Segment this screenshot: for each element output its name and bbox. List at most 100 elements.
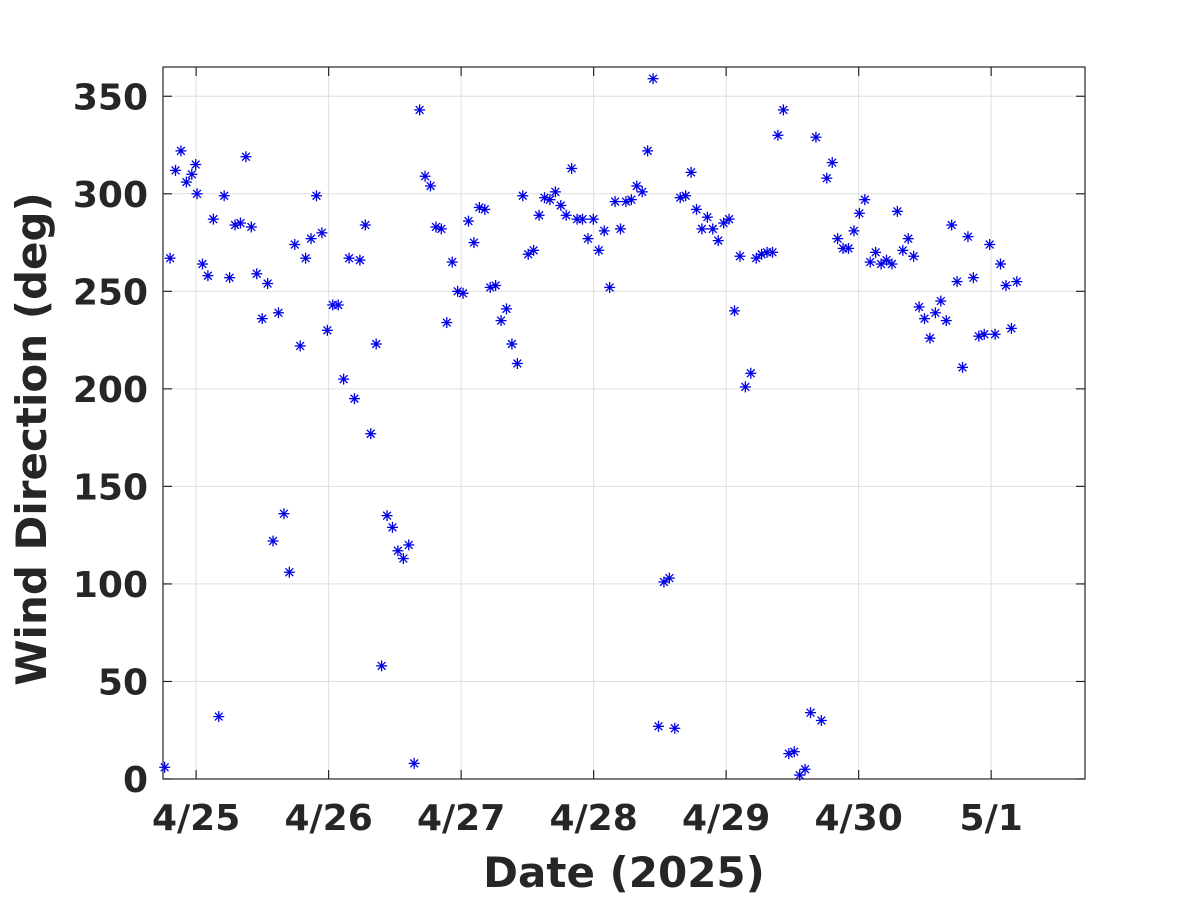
data-point [170,164,182,176]
data-point [164,252,176,264]
data-point [517,190,529,202]
data-point [929,307,941,319]
data-point [251,268,263,280]
data-point [408,757,420,769]
data-point [533,209,545,221]
x-tick-label: 4/27 [417,798,505,839]
data-point [815,714,827,726]
data-point [777,104,789,116]
data-point [392,545,404,557]
data-point [587,213,599,225]
x-tick-label: 4/26 [284,798,372,839]
data-point [462,215,474,227]
data-point [913,301,925,313]
data-point [419,170,431,182]
data-point [908,250,920,262]
data-point [989,328,1001,340]
data-point [397,553,409,565]
data-point [196,258,208,270]
data-point [479,203,491,215]
data-point [370,338,382,350]
grid [163,67,1085,780]
data-point [832,233,844,245]
data-point [441,317,453,329]
data-point [289,239,301,251]
data-point [767,246,779,258]
data-point [218,190,230,202]
data-point [338,373,350,385]
data-point [745,367,757,379]
data-point [468,237,480,249]
data-point [853,207,865,219]
y-tick-label: 100 [73,565,148,606]
data-point [701,211,713,223]
data-point [159,761,171,773]
data-point [810,131,822,143]
data-point [175,145,187,157]
data-point [962,231,974,243]
data-point [924,332,936,344]
data-point [245,221,257,233]
data-point [414,104,426,116]
data-point [240,151,252,163]
data-point [332,299,344,311]
data-point [978,328,990,340]
data-point [1000,279,1012,291]
data-point [940,315,952,327]
data-point [180,176,192,188]
data-point [935,295,947,307]
data-point [951,276,963,288]
data-point [294,340,306,352]
x-tick-label: 4/30 [814,798,902,839]
data-point [636,186,648,198]
data-point [957,361,969,373]
data-point [577,213,588,225]
y-tick-label: 0 [123,760,148,801]
plot-area [163,67,1085,779]
data-point [267,535,279,547]
data-point [685,166,697,178]
data-point [734,250,746,262]
data-point [305,233,317,245]
data-point [897,244,909,256]
data-point [495,315,507,327]
data-point [598,225,610,237]
data-point [582,233,594,245]
x-tick-label: 4/29 [682,798,770,839]
data-point [642,145,654,157]
data-point [723,213,735,225]
data-point [446,256,458,268]
data-point [663,572,675,584]
data-point [615,223,626,235]
data-point [262,278,274,290]
data-point [653,720,665,732]
x-axis-label: Date (2025) [483,848,765,897]
data-point [669,722,681,734]
data-point [186,168,198,180]
data-point [256,313,268,325]
data-point [995,258,1007,270]
data-point [870,246,882,258]
data-point [886,258,898,270]
data-point [528,244,540,256]
y-axis-label: Wind Direction (deg) [7,192,56,686]
y-tick-label: 250 [73,272,148,313]
data-point [691,203,703,215]
data-point [213,711,225,723]
data-point [457,287,469,299]
data-point [821,172,833,184]
data-point [729,305,741,317]
data-point [891,205,903,217]
data-point [386,521,398,533]
x-tick-label: 5/1 [960,798,1023,839]
y-tick-label: 150 [73,467,148,508]
x-tick-label: 4/28 [549,798,637,839]
data-point [805,707,817,719]
data-point [435,223,447,235]
data-point [403,539,415,551]
data-point [544,194,556,206]
data-point [680,190,692,202]
data-point [224,272,236,284]
data-point [343,252,355,264]
data-point [864,256,876,268]
